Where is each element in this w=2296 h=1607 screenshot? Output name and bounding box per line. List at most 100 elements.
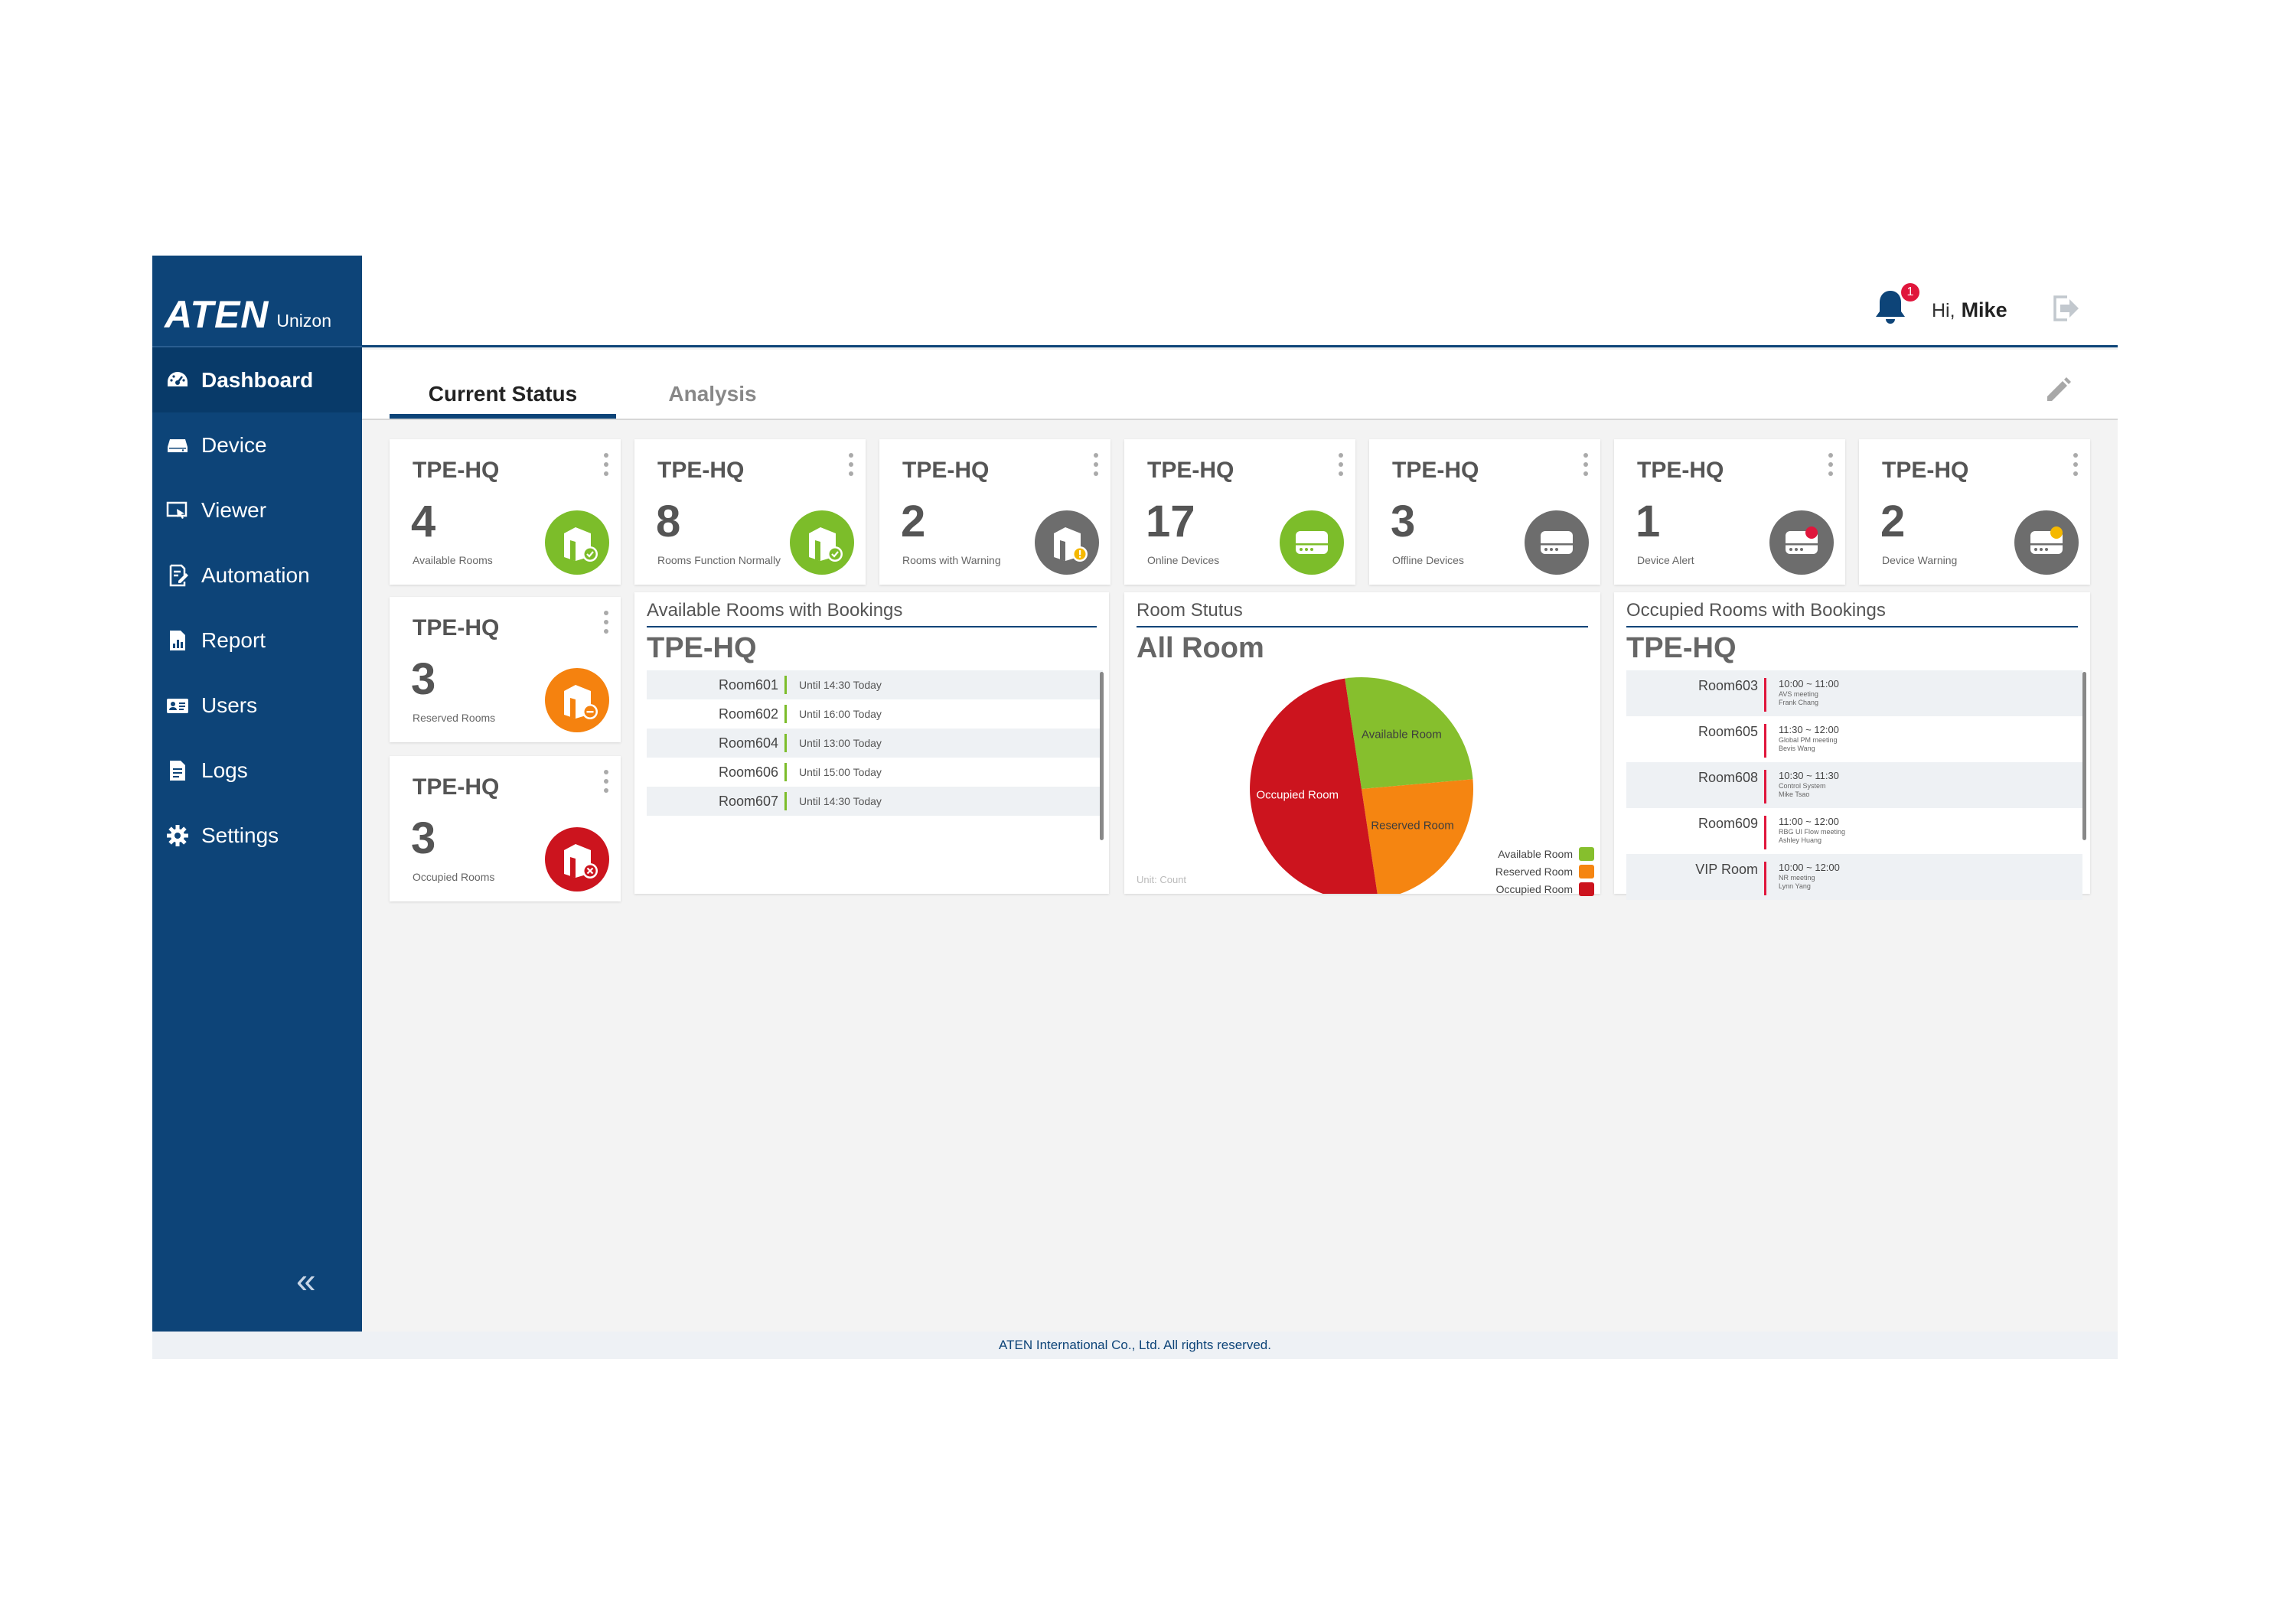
list-item[interactable]: Room607 Until 14:30 Today [647, 787, 1103, 816]
panel-heading: Room Stutus [1137, 600, 1588, 627]
sidebar-item-label: Report [201, 627, 266, 652]
logout-icon[interactable] [2049, 292, 2081, 324]
automation-icon [165, 562, 191, 588]
stat-label: Offline Devices [1392, 554, 1464, 566]
stat-card[interactable]: TPE-HQ 2 Rooms with Warning [879, 439, 1110, 585]
stat-label: Rooms Function Normally [657, 554, 781, 566]
pie-slice-occupied[interactable] [1250, 678, 1378, 894]
list-item[interactable]: Room605 11:30 ~ 12:00 Global PM meeting Bev… [1626, 716, 2082, 762]
list-item[interactable]: VIP Room 10:00 ~ 12:00 NR meeting Lynn Yang [1626, 854, 2082, 900]
product-name: Unizon [276, 311, 332, 331]
top-header [362, 256, 2118, 347]
stat-card[interactable]: TPE-HQ 8 Rooms Function Normally [634, 439, 866, 585]
list-item[interactable]: Room602 Until 16:00 Today [647, 699, 1103, 729]
stat-site: TPE-HQ [413, 774, 500, 800]
stat-card[interactable]: TPE-HQ 3 Occupied Rooms [390, 756, 621, 901]
sidebar-item-device[interactable]: Device [152, 412, 362, 478]
sidebar-item-users[interactable]: Users [152, 673, 362, 738]
more-options-icon[interactable] [1827, 451, 1835, 478]
sidebar-item-label: Dashboard [201, 367, 314, 392]
notification-badge: 1 [1901, 283, 1919, 302]
room-name: Room602 [718, 706, 778, 722]
pie-slice-label: Reserved Room [1371, 819, 1453, 832]
status-bar [784, 705, 787, 723]
device-online-icon [1280, 510, 1344, 575]
more-options-icon[interactable] [602, 609, 610, 635]
more-options-icon[interactable] [602, 768, 610, 794]
stat-site: TPE-HQ [1637, 458, 1724, 483]
stat-card[interactable]: TPE-HQ 3 Offline Devices [1369, 439, 1600, 585]
stat-card[interactable]: TPE-HQ 4 Available Rooms [390, 439, 621, 585]
booking-subject: AVS meeting [1779, 690, 1818, 698]
stat-site: TPE-HQ [1392, 458, 1479, 483]
scrollbar[interactable] [2082, 672, 2086, 840]
stat-site: TPE-HQ [413, 458, 500, 483]
list-item[interactable]: Room606 Until 15:00 Today [647, 758, 1103, 787]
sidebar-item-automation[interactable]: Automation [152, 543, 362, 608]
more-options-icon[interactable] [1582, 451, 1590, 478]
list-item[interactable]: Room608 10:30 ~ 11:30 Control System Mike T… [1626, 762, 2082, 808]
stat-label: Online Devices [1147, 554, 1220, 566]
panel-heading: Available Rooms with Bookings [647, 600, 1097, 627]
list-item[interactable]: Room603 10:00 ~ 11:00 AVS meeting Frank Cha… [1626, 670, 2082, 716]
scrollbar[interactable] [1100, 672, 1104, 840]
tab-bar: Current Status Analysis [362, 350, 2118, 420]
dashboard-icon [165, 367, 191, 393]
room-warning-icon [1035, 510, 1099, 575]
more-options-icon[interactable] [847, 451, 855, 478]
booking-time: 10:00 ~ 12:00 [1779, 862, 1840, 873]
sidebar-item-report[interactable]: Report [152, 608, 362, 673]
stat-card[interactable]: TPE-HQ 17 Online Devices [1124, 439, 1355, 585]
gear-icon [165, 823, 191, 849]
stat-count: 3 [411, 813, 436, 863]
tab-analysis[interactable]: Analysis [668, 382, 757, 406]
stat-label: Available Rooms [413, 554, 493, 566]
edit-pencil-icon[interactable] [2041, 373, 2075, 407]
booking-details: 11:30 ~ 12:00 Global PM meeting Bevis Wang [1779, 724, 1839, 753]
status-bar [1764, 770, 1766, 804]
pie-slice-reserved[interactable] [1362, 779, 1473, 894]
collapse-sidebar-button[interactable]: « [296, 1260, 316, 1300]
room-name: Room606 [718, 764, 778, 780]
legend-swatch-available [1579, 846, 1594, 861]
occupied-rooms-list: Room603 10:00 ~ 11:00 AVS meeting Frank Cha… [1626, 670, 2082, 900]
stat-site: TPE-HQ [902, 458, 990, 483]
tab-current-status[interactable]: Current Status [390, 382, 616, 419]
stat-count: 8 [656, 497, 681, 546]
stat-count: 3 [1391, 497, 1416, 546]
stat-card[interactable]: TPE-HQ 2 Device Warning [1859, 439, 2090, 585]
sidebar-item-settings[interactable]: Settings [152, 803, 362, 868]
stat-count: 2 [901, 497, 926, 546]
sidebar-item-viewer[interactable]: Viewer [152, 478, 362, 543]
room-name: Room604 [718, 735, 778, 751]
legend-swatch-reserved [1579, 864, 1594, 878]
list-item[interactable]: Room601 Until 14:30 Today [647, 670, 1103, 699]
room-ok-icon [790, 510, 854, 575]
sidebar-item-label: Automation [201, 562, 310, 587]
sidebar-item-logs[interactable]: Logs [152, 738, 362, 803]
bell-icon [1876, 291, 1905, 324]
more-options-icon[interactable] [602, 451, 610, 478]
device-icon [165, 432, 191, 458]
stat-count: 1 [1636, 497, 1661, 546]
stat-label: Occupied Rooms [413, 871, 495, 883]
sidebar-item-dashboard[interactable]: Dashboard [152, 347, 362, 412]
room-status-panel: Room Stutus All Room Available Room Reser… [1124, 592, 1600, 896]
list-item[interactable]: Room609 11:00 ~ 12:00 RBG UI Flow meeting A… [1626, 808, 2082, 854]
user-name: Mike [1961, 298, 2007, 321]
users-icon [165, 693, 191, 719]
booking-details: 10:00 ~ 12:00 NR meeting Lynn Yang [1779, 862, 1840, 891]
logo-wordmark: ATEN [165, 293, 269, 336]
pie-slice-label: Available Room [1362, 728, 1442, 741]
room-status-pie-chart: Available Room Reserved Room Occupied Room [1250, 677, 1473, 894]
more-options-icon[interactable] [1092, 451, 1100, 478]
stat-label: Rooms with Warning [902, 554, 1001, 566]
list-item[interactable]: Room604 Until 13:00 Today [647, 729, 1103, 758]
legend-entry: Occupied Room [1495, 880, 1594, 898]
more-options-icon[interactable] [1337, 451, 1345, 478]
pie-slice-available[interactable] [1345, 677, 1473, 789]
stat-card[interactable]: TPE-HQ 3 Reserved Rooms [390, 597, 621, 742]
booking-subject: Global PM meeting [1779, 736, 1838, 744]
more-options-icon[interactable] [2072, 451, 2079, 478]
stat-card[interactable]: TPE-HQ 1 Device Alert [1614, 439, 1845, 585]
